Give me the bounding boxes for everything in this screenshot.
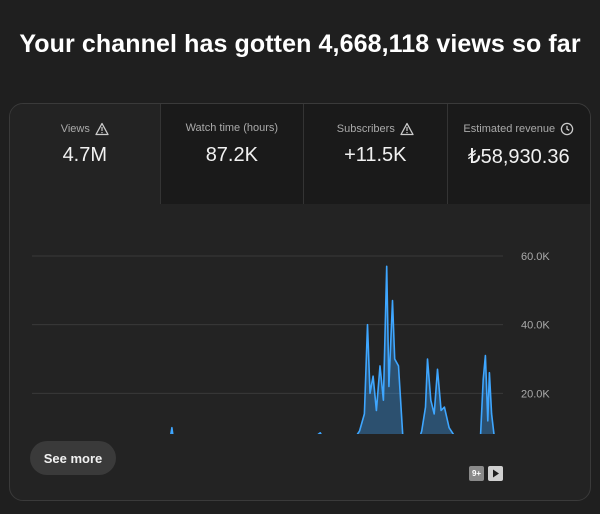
metric-label: Subscribers [336, 123, 395, 135]
metric-views[interactable]: Views 4.7M [10, 104, 161, 204]
warning-icon[interactable] [400, 122, 414, 136]
warning-icon[interactable] [95, 122, 109, 136]
y-tick-label: 20.0K [521, 388, 550, 400]
series-line [170, 265, 495, 434]
metric-watch-time[interactable]: Watch time (hours) 87.2K [160, 104, 305, 204]
metric-label: Estimated revenue [463, 123, 556, 135]
y-tick-label: 40.0K [521, 320, 550, 332]
see-more-button[interactable]: See more [30, 441, 116, 475]
y-tick-label: 60.0K [521, 251, 550, 263]
play-icon[interactable] [488, 466, 503, 481]
analytics-card: Views 4.7M Watch time (hours) 87.2K Subs… [9, 103, 591, 501]
clock-icon[interactable] [560, 122, 574, 136]
metric-subscribers[interactable]: Subscribers +11.5K [304, 104, 448, 204]
page-headline: Your channel has gotten 4,668,118 views … [19, 30, 581, 58]
metric-estimated-revenue[interactable]: Estimated revenue ₺58,930.36 [447, 104, 590, 204]
more-badge[interactable]: 9+ [469, 466, 484, 481]
metric-value: ₺58,930.36 [467, 146, 570, 168]
metric-value: 4.7M [62, 144, 108, 166]
metric-tabs: Views 4.7M Watch time (hours) 87.2K Subs… [10, 104, 590, 204]
metric-value: 87.2K [205, 144, 258, 166]
metric-value: +11.5K [344, 144, 407, 166]
metric-label: Views [60, 123, 90, 135]
metric-label: Watch time (hours) [185, 122, 279, 134]
